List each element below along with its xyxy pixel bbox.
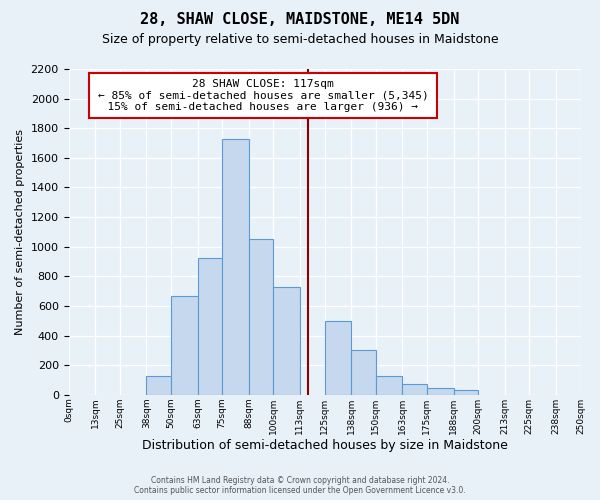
Bar xyxy=(222,140,249,395)
Bar xyxy=(171,296,197,395)
Text: 28, SHAW CLOSE, MAIDSTONE, ME14 5DN: 28, SHAW CLOSE, MAIDSTONE, ME14 5DN xyxy=(140,12,460,28)
Text: Contains HM Land Registry data © Crown copyright and database right 2024.
Contai: Contains HM Land Registry data © Crown c… xyxy=(134,476,466,495)
Text: 28 SHAW CLOSE: 117sqm    
← 85% of semi-detached houses are smaller (5,345)
  15: 28 SHAW CLOSE: 117sqm ← 85% of semi-deta… xyxy=(94,79,432,112)
Bar xyxy=(376,376,403,395)
Y-axis label: Number of semi-detached properties: Number of semi-detached properties xyxy=(15,129,25,335)
Bar xyxy=(274,286,300,395)
Bar xyxy=(454,390,478,395)
Text: Size of property relative to semi-detached houses in Maidstone: Size of property relative to semi-detach… xyxy=(101,32,499,46)
Bar xyxy=(427,388,454,395)
X-axis label: Distribution of semi-detached houses by size in Maidstone: Distribution of semi-detached houses by … xyxy=(142,440,508,452)
Bar xyxy=(351,350,376,395)
Bar xyxy=(403,384,427,395)
Bar xyxy=(197,258,222,395)
Bar xyxy=(325,320,351,395)
Bar xyxy=(249,238,274,395)
Bar xyxy=(146,376,171,395)
